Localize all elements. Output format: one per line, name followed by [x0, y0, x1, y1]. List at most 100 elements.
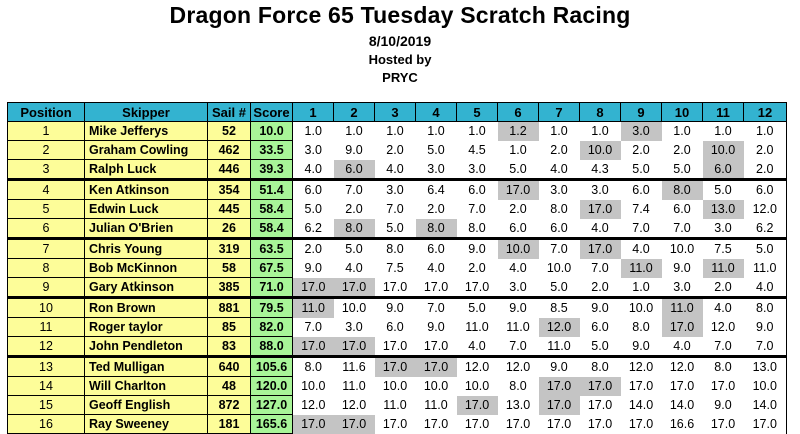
race-result-cell: 1.2	[497, 121, 539, 141]
race-result-cell: 17.0	[579, 414, 621, 434]
position-cell: 9	[7, 277, 85, 298]
race-result-cell: 1.0	[292, 121, 334, 141]
race-result-cell: 7.0	[497, 336, 539, 357]
col-header-race-7: 7	[538, 102, 580, 122]
race-result-cell: 10.0	[374, 376, 416, 396]
race-date: 8/10/2019	[368, 33, 432, 49]
table-row: 13 Ted Mulligan 640 105.6 8.0 11.6 17.0 17.0 12.…	[7, 355, 787, 377]
race-result-cell: 7.0	[620, 218, 662, 239]
race-result-cell: 17.0	[456, 277, 498, 298]
race-result-cell: 12.0	[620, 355, 662, 377]
race-result-cell: 6.0	[661, 199, 703, 219]
race-result-cell: 3.0	[620, 121, 662, 141]
score-cell: 88.0	[250, 336, 293, 357]
race-result-cell: 5.0	[620, 159, 662, 180]
sail-cell: 181	[207, 414, 251, 434]
race-result-cell: 9.0	[620, 336, 662, 357]
race-result-cell: 4.0	[456, 336, 498, 357]
race-result-cell: 2.0	[497, 199, 539, 219]
race-result-cell: 2.0	[333, 199, 375, 219]
sail-cell: 462	[207, 140, 251, 160]
table-row: 6 Julian O'Brien 26 58.4 6.2 8.0 5.0 8.0 8.0 6.0 6…	[7, 218, 787, 239]
table-row: 4 Ken Atkinson 354 51.4 6.0 7.0 3.0 6.4 6.0 17.0 3…	[7, 178, 787, 200]
col-header-race-8: 8	[579, 102, 621, 122]
position-cell: 15	[7, 395, 85, 415]
race-result-cell: 9.0	[456, 237, 498, 259]
race-result-cell: 17.0	[292, 336, 334, 357]
position-cell: 7	[7, 237, 85, 259]
race-result-cell: 3.0	[374, 178, 416, 200]
race-result-cell: 11.0	[415, 395, 457, 415]
race-result-cell: 17.0	[292, 277, 334, 298]
score-cell: 71.0	[250, 277, 293, 298]
race-result-cell: 11.0	[497, 317, 539, 337]
race-result-cell: 17.0	[456, 395, 498, 415]
sail-cell: 319	[207, 237, 251, 259]
position-cell: 12	[7, 336, 85, 357]
race-result-cell: 5.0	[702, 178, 744, 200]
score-cell: 67.5	[250, 258, 293, 278]
race-result-cell: 17.0	[456, 414, 498, 434]
race-result-cell: 2.0	[456, 258, 498, 278]
race-result-cell: 12.0	[333, 395, 375, 415]
race-result-cell: 17.0	[497, 414, 539, 434]
race-result-cell: 4.0	[497, 258, 539, 278]
race-result-cell: 4.0	[579, 218, 621, 239]
race-result-cell: 10.0	[415, 376, 457, 396]
race-result-cell: 1.0	[333, 121, 375, 141]
race-result-cell: 5.0	[415, 140, 457, 160]
race-result-cell: 3.0	[497, 277, 539, 298]
race-result-cell: 1.0	[497, 140, 539, 160]
race-result-cell: 17.0	[415, 414, 457, 434]
col-header-race-11: 11	[702, 102, 744, 122]
race-result-cell: 17.0	[702, 376, 744, 396]
table-row: 16 Ray Sweeney 181 165.6 17.0 17.0 17.0 17.0 17.…	[7, 414, 787, 434]
race-result-cell: 17.0	[661, 317, 703, 337]
page-title: Dragon Force 65 Tuesday Scratch Racing	[169, 2, 631, 28]
table-row: 14 Will Charlton 48 120.0 10.0 11.0 10.0 10.0 10…	[7, 376, 787, 396]
table-row: 3 Ralph Luck 446 39.3 4.0 6.0 4.0 3.0 3.0 5.0 4.0 4…	[7, 159, 787, 180]
position-cell: 13	[7, 355, 85, 377]
race-result-cell: 17.0	[415, 336, 457, 357]
race-result-cell: 6.0	[579, 317, 621, 337]
race-result-cell: 7.5	[702, 237, 744, 259]
score-cell: 51.4	[250, 178, 293, 200]
race-result-cell: 2.0	[661, 140, 703, 160]
race-result-cell: 12.0	[538, 317, 580, 337]
race-result-cell: 4.0	[374, 159, 416, 180]
race-result-cell: 17.0	[579, 237, 621, 259]
race-result-cell: 5.0	[579, 336, 621, 357]
race-result-cell: 6.0	[456, 178, 498, 200]
table-row: 5 Edwin Luck 445 58.4 5.0 2.0 7.0 2.0 7.0 2.0 8.0 1…	[7, 199, 787, 219]
hosted-by-label: Hosted by	[368, 52, 432, 67]
skipper-cell: Edwin Luck	[84, 199, 208, 219]
race-result-cell: 6.2	[292, 218, 334, 239]
col-header-score: Score	[250, 102, 293, 122]
race-result-cell: 10.0	[743, 376, 787, 396]
race-result-cell: 6.0	[702, 159, 744, 180]
table-row: 15 Geoff English 872 127.0 12.0 12.0 11.0 11.0 1…	[7, 395, 787, 415]
race-result-cell: 10.0	[620, 296, 662, 318]
race-result-cell: 3.0	[333, 317, 375, 337]
race-result-cell: 7.0	[456, 199, 498, 219]
race-result-cell: 3.0	[702, 218, 744, 239]
sail-cell: 26	[207, 218, 251, 239]
race-result-cell: 17.0	[292, 414, 334, 434]
race-result-cell: 11.0	[456, 317, 498, 337]
sail-cell: 48	[207, 376, 251, 396]
race-result-cell: 17.0	[374, 355, 416, 377]
skipper-cell: Ralph Luck	[84, 159, 208, 180]
race-result-cell: 8.0	[702, 355, 744, 377]
col-header-race-9: 9	[620, 102, 662, 122]
race-result-cell: 16.6	[661, 414, 703, 434]
race-result-cell: 6.0	[538, 218, 580, 239]
score-cell: 165.6	[250, 414, 293, 434]
race-result-cell: 17.0	[538, 414, 580, 434]
race-result-cell: 13.0	[497, 395, 539, 415]
sail-cell: 385	[207, 277, 251, 298]
col-header-race-5: 5	[456, 102, 498, 122]
race-result-cell: 3.0	[415, 159, 457, 180]
race-result-cell: 12.0	[292, 395, 334, 415]
score-cell: 120.0	[250, 376, 293, 396]
race-result-cell: 7.0	[538, 237, 580, 259]
